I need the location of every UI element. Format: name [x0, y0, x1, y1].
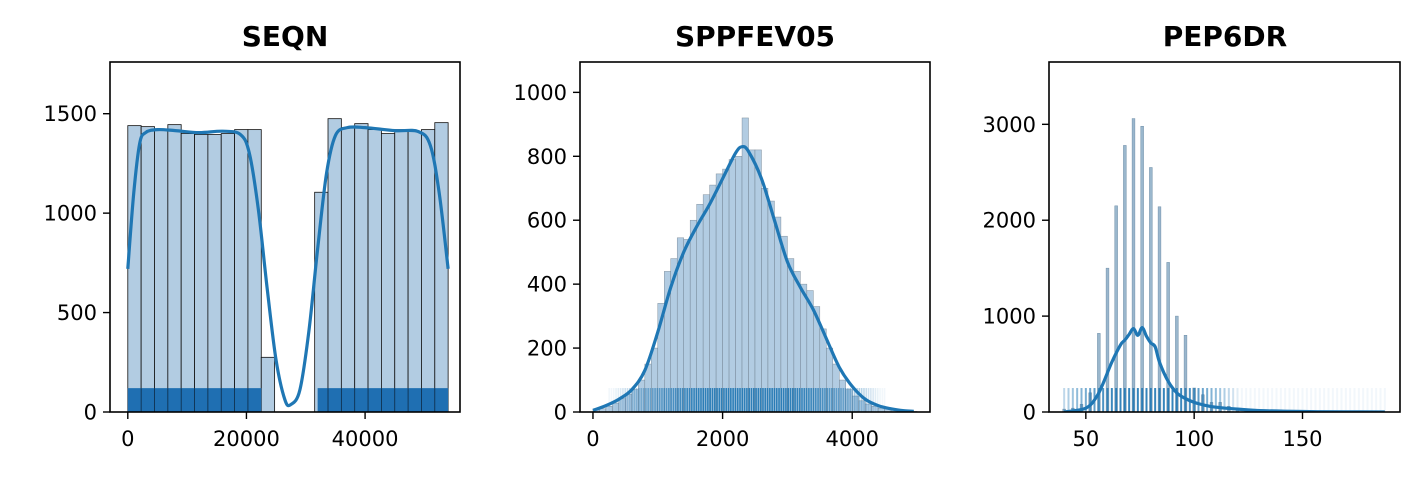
- y-tick-label: 400: [527, 273, 567, 297]
- histogram-bar: [435, 123, 448, 412]
- x-tick-label: 150: [1282, 427, 1322, 451]
- panel-sppfev05: SPPFEV05 0 2000 4000 0 200 400 600 800 1000: [514, 20, 930, 451]
- panel-pep6dr: PEP6DR 50 100 150 0 1000 2000 3000: [983, 20, 1400, 451]
- histogram-bar: [742, 118, 748, 412]
- histogram-bar: [181, 134, 194, 412]
- x-tick-label: 50: [1072, 427, 1099, 451]
- histogram-bar: [328, 119, 341, 412]
- histogram-bar: [846, 390, 852, 412]
- rug-band: [318, 388, 449, 412]
- panel-title: PEP6DR: [1163, 20, 1287, 53]
- y-tick-label: 0: [1023, 401, 1036, 425]
- y-tick-label: 0: [84, 401, 97, 425]
- x-tick-label: 100: [1174, 427, 1214, 451]
- plot-area: [128, 119, 448, 412]
- histogram-bar: [421, 130, 434, 412]
- y-tick-label: 0: [554, 401, 567, 425]
- y-tick-label: 2000: [983, 209, 1036, 233]
- histogram-bar: [690, 220, 696, 412]
- x-tick-label: 20000: [213, 427, 280, 451]
- histogram-bar: [128, 126, 141, 412]
- histogram-bar: [761, 188, 767, 412]
- y-tick-label: 200: [527, 337, 567, 361]
- y-tick-label: 800: [527, 145, 567, 169]
- histogram-bar: [684, 239, 690, 412]
- x-tick-label: 40000: [332, 427, 399, 451]
- histogram-bar: [774, 217, 780, 412]
- histogram-bar: [697, 204, 703, 412]
- histogram-bar: [355, 124, 368, 412]
- histogram-bar: [168, 125, 181, 412]
- histogram-bar: [154, 131, 167, 412]
- histogram-bar: [716, 174, 722, 412]
- x-tick-label: 2000: [696, 427, 749, 451]
- histogram-bar: [1132, 119, 1135, 412]
- x-tick-label: 0: [586, 427, 599, 451]
- histogram-bar: [235, 130, 248, 412]
- panel-title: SEQN: [242, 20, 329, 53]
- histogram-bar: [710, 185, 716, 412]
- histogram-bar: [248, 130, 261, 412]
- histogram-bar: [1149, 167, 1152, 412]
- y-tick-label: 500: [57, 301, 97, 325]
- histogram-bar: [208, 135, 221, 412]
- histogram-bar: [381, 134, 394, 412]
- x-tick-label: 0: [121, 427, 134, 451]
- y-tick-label: 1000: [514, 81, 567, 105]
- y-tick-label: 600: [527, 209, 567, 233]
- histogram-bar: [768, 201, 774, 412]
- y-tick-label: 1000: [983, 305, 1036, 329]
- histogram-bar: [749, 150, 755, 412]
- histogram-bar: [141, 127, 154, 412]
- y-tick-label: 3000: [983, 113, 1036, 137]
- histogram-bar: [729, 159, 735, 412]
- histogram-bar: [1123, 145, 1126, 412]
- panel-seqn: SEQN 0 20000 40000 0 500 1000 1500: [44, 20, 460, 451]
- y-tick-label: 1000: [44, 202, 97, 226]
- plot-area: [1063, 119, 1385, 412]
- histogram-bar: [195, 135, 208, 412]
- x-tick-label: 4000: [825, 427, 878, 451]
- histogram-bar: [723, 169, 729, 412]
- histogram-bar: [1141, 126, 1144, 412]
- histogram-bar: [408, 132, 421, 412]
- plot-area: [593, 118, 917, 412]
- histogram-bar: [703, 195, 709, 412]
- histogram-bar: [625, 394, 631, 412]
- histogram-bar: [1115, 206, 1118, 412]
- histogram-bar: [261, 357, 274, 412]
- histogram-bar: [341, 128, 354, 412]
- histogram-bar: [736, 156, 742, 412]
- axes-frame: [1049, 62, 1400, 412]
- histogram-bar: [368, 130, 381, 412]
- histogram-bar: [1158, 207, 1161, 412]
- histogram-bar: [395, 130, 408, 412]
- panel-title: SPPFEV05: [675, 20, 835, 53]
- y-tick-label: 1500: [44, 102, 97, 126]
- histogram-bar: [221, 134, 234, 412]
- histogram-bar: [755, 150, 761, 412]
